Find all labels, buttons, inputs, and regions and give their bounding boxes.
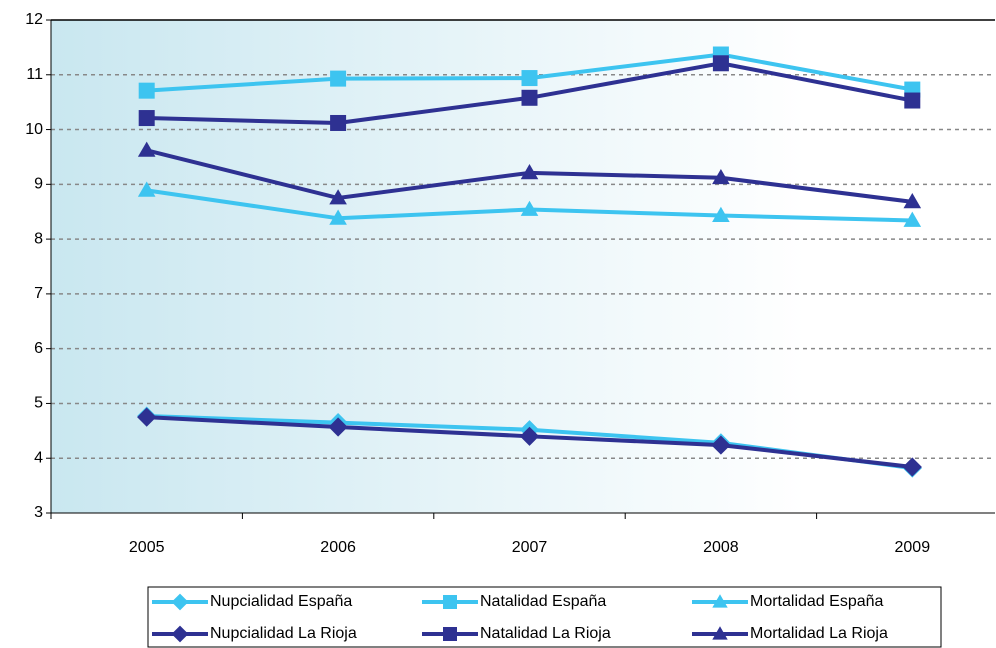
y-tick-label: 3 xyxy=(34,504,43,521)
y-tick-label: 8 xyxy=(34,230,43,247)
legend-label: Nupcialidad España xyxy=(210,593,352,610)
y-tick-label: 10 xyxy=(25,121,43,138)
x-tick-label: 2007 xyxy=(512,539,548,556)
legend-label: Mortalidad La Rioja xyxy=(750,625,888,642)
y-tick-label: 7 xyxy=(34,285,43,302)
marker xyxy=(443,627,457,641)
marker xyxy=(903,193,922,209)
legend xyxy=(147,586,942,648)
marker xyxy=(330,70,347,87)
marker xyxy=(137,181,156,197)
x-tick-label: 2006 xyxy=(320,539,356,556)
marker xyxy=(329,209,347,225)
legend-label: Nupcialidad La Rioja xyxy=(210,625,357,642)
marker xyxy=(171,593,189,611)
x-tick-label: 2005 xyxy=(129,539,165,556)
x-tick-label: 2008 xyxy=(703,539,739,556)
x-tick-label: 2009 xyxy=(895,539,931,556)
marker xyxy=(711,435,731,455)
marker xyxy=(138,82,155,99)
marker xyxy=(903,211,922,227)
y-tick-label: 4 xyxy=(34,449,43,466)
marker xyxy=(712,168,730,185)
marker xyxy=(712,55,729,72)
marker xyxy=(443,595,457,609)
marker xyxy=(328,417,348,437)
marker xyxy=(904,92,921,109)
marker xyxy=(519,426,540,446)
marker xyxy=(330,114,347,131)
y-tick-label: 12 xyxy=(25,11,43,28)
legend-label: Mortalidad España xyxy=(750,593,884,610)
marker xyxy=(712,206,730,222)
marker xyxy=(329,189,347,205)
y-tick-label: 5 xyxy=(34,395,43,412)
marker xyxy=(137,407,157,427)
y-tick-label: 11 xyxy=(26,66,43,83)
marker xyxy=(712,626,728,640)
marker xyxy=(520,164,539,180)
marker xyxy=(712,594,728,608)
marker xyxy=(521,70,538,87)
marker xyxy=(521,89,538,106)
grid xyxy=(51,74,995,459)
marker xyxy=(138,110,155,127)
marker xyxy=(137,141,156,157)
marker xyxy=(171,625,189,643)
y-tick-label: 6 xyxy=(34,340,43,357)
legend-label: Natalidad La Rioja xyxy=(480,625,611,642)
marker xyxy=(520,200,539,216)
marker xyxy=(902,457,922,477)
y-tick-label: 9 xyxy=(34,176,43,193)
legend-label: Natalidad España xyxy=(480,593,606,610)
